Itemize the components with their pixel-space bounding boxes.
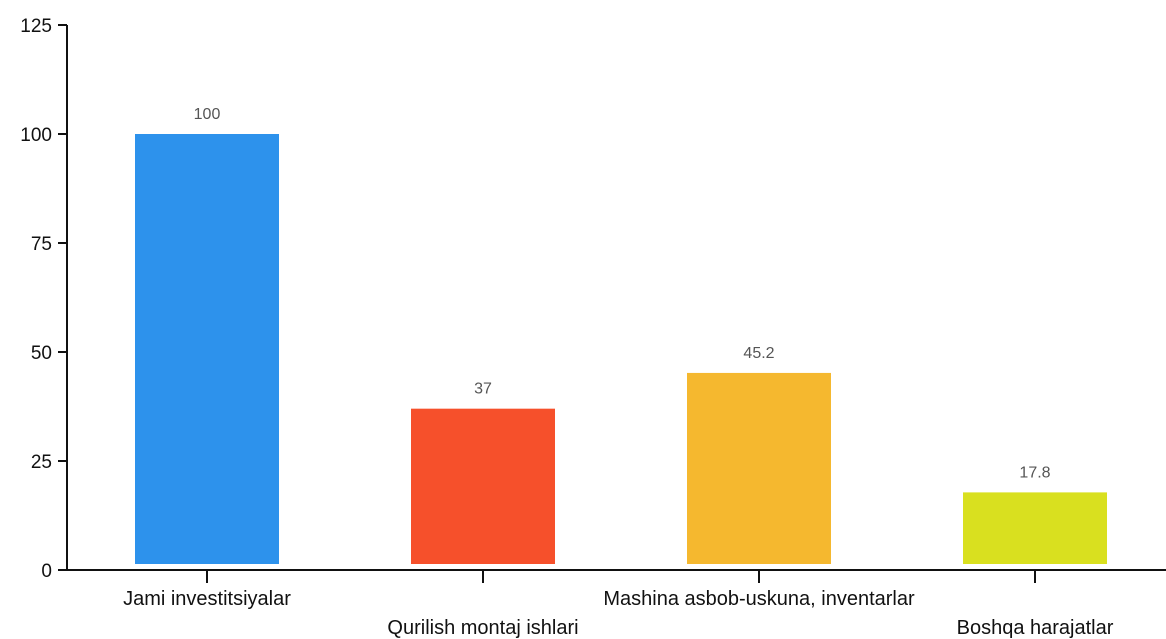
data-labels: 100 37 45.2 17.8: [194, 106, 1051, 481]
data-label: 100: [194, 106, 221, 123]
data-label: 45.2: [743, 345, 774, 362]
y-tick-label: 75: [31, 234, 52, 255]
data-label: 37: [474, 381, 492, 398]
y-axis: 0 25 50 75 100 125: [20, 16, 68, 582]
data-label: 17.8: [1019, 464, 1050, 481]
bar: [963, 492, 1107, 564]
x-axis: Jami investitsiyalar Qurilish montaj ishl…: [67, 569, 1166, 639]
bar: [411, 408, 555, 564]
y-tick-label: 125: [20, 16, 52, 37]
category-label: Qurilish montaj ishlari: [387, 617, 578, 639]
y-tick-label: 0: [41, 561, 52, 582]
y-tick-label: 50: [31, 343, 52, 364]
bar: [135, 134, 279, 564]
category-label: Boshqa harajatlar: [957, 617, 1114, 639]
y-tick-label: 100: [20, 125, 52, 146]
bar: [687, 372, 831, 564]
bars: [135, 134, 1107, 564]
category-label: Jami investitsiyalar: [123, 588, 291, 610]
y-tick-label: 25: [31, 452, 52, 473]
category-label: Mashina asbob-uskuna, inventarlar: [603, 588, 915, 610]
